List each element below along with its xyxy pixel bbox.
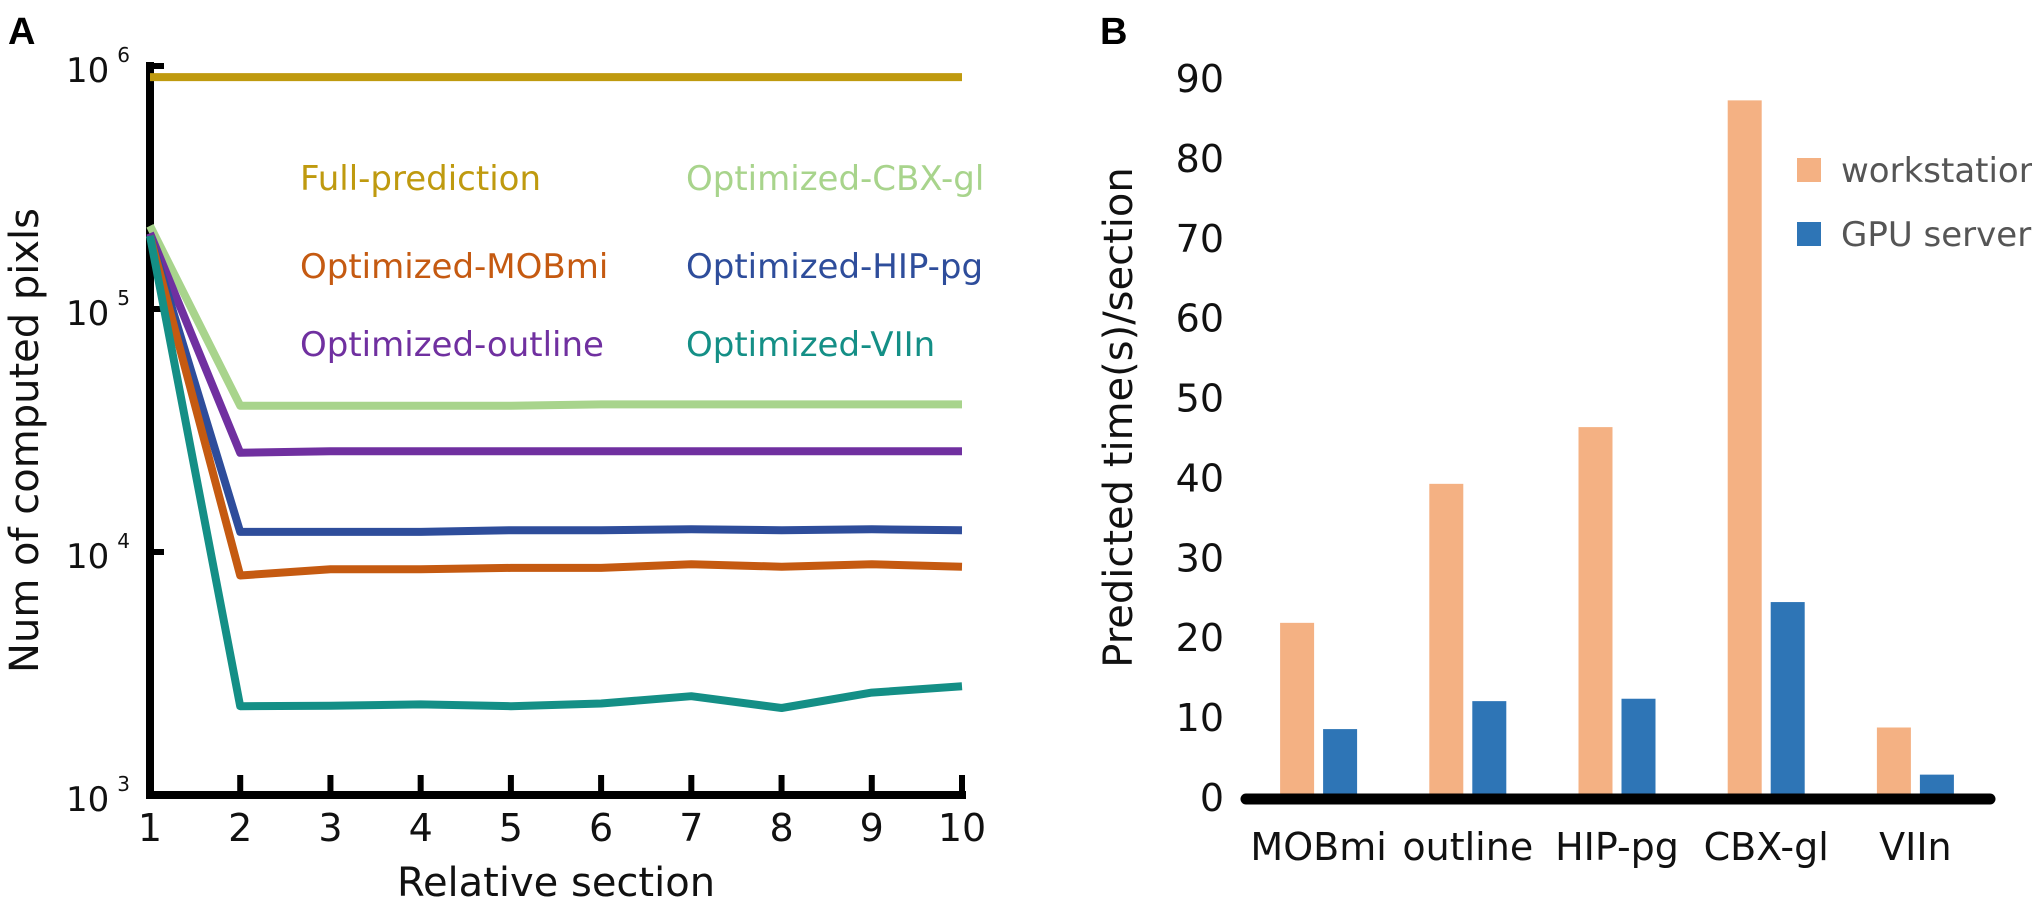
y-tick-label-b: 20 [1176, 616, 1224, 660]
bar-gpu-server [1919, 774, 1954, 797]
x-tick-label-a: 8 [769, 806, 793, 850]
x-tick-label-a: 1 [138, 806, 162, 850]
legend-swatch-b [1797, 222, 1821, 246]
y-tick-label-b: 40 [1176, 456, 1224, 500]
x-tick-label-a: 6 [589, 806, 613, 850]
y-tick-label-b: 0 [1200, 776, 1224, 820]
bar-workstation [1727, 100, 1762, 797]
y-axis-label-b: Predicted time(s)/section [1096, 167, 1142, 667]
legend-entry-a: Optimized-VIIn [686, 325, 935, 365]
legend-entry-a: Optimized-outline [300, 325, 604, 365]
panel-a-label: A [8, 11, 35, 53]
y-tick-label-b: 50 [1176, 377, 1224, 421]
legend-label-b: workstation [1841, 151, 2032, 191]
legend-label-b: GPU server [1841, 215, 2031, 255]
y-tick-label-b: 90 [1176, 57, 1224, 101]
bar-workstation [1429, 483, 1464, 797]
bar-workstation [1876, 727, 1911, 797]
y-tick-label-a: 10 4 [66, 529, 130, 577]
x-axis-label-a: Relative section [397, 860, 715, 906]
bar-gpu-server [1770, 602, 1805, 797]
x-tick-label-a: 3 [318, 806, 342, 850]
x-tick-label-a: 10 [938, 806, 986, 850]
x-tick-label-a: 7 [679, 806, 703, 850]
bar-workstation [1578, 427, 1613, 797]
y-tick-label-a: 10 5 [66, 286, 130, 334]
x-tick-label-a: 5 [499, 806, 523, 850]
series-line [146, 224, 962, 410]
bar-gpu-server [1621, 698, 1656, 797]
x-tick-label-a: 4 [409, 806, 433, 850]
y-axis-label-a: Num of computed pixls [2, 208, 48, 673]
x-tick-label-a: 9 [860, 806, 884, 850]
legend-entry-a: Optimized-MOBmi [300, 247, 608, 287]
legend-swatch-b [1797, 158, 1821, 182]
bar-chart-panel-b: 0 10 20 30 40 50 60 70 80 90 MOBmi outline HIP-pg CBX… [1096, 57, 2032, 869]
x-tick-label-b: HIP-pg [1555, 825, 1679, 869]
x-tick-label-b: outline [1402, 825, 1533, 869]
legend-entry-a: Optimized-CBX-gl [686, 159, 984, 199]
y-tick-label-a: 10 3 [66, 772, 130, 820]
legend-entry-a: Full-prediction [300, 159, 541, 199]
legend-entry-a: Optimized-HIP-pg [686, 247, 983, 287]
y-tick-label-a: 10 6 [66, 43, 130, 91]
series-line [146, 234, 963, 580]
bar-gpu-server [1472, 701, 1507, 797]
bar-workstation [1280, 622, 1315, 797]
series-line [146, 235, 963, 712]
y-tick-label-b: 10 [1176, 696, 1224, 740]
x-tick-label-b: MOBmi [1250, 825, 1386, 869]
y-tick-label-b: 70 [1176, 217, 1224, 261]
y-tick-label-b: 60 [1176, 297, 1224, 341]
series-line [146, 234, 963, 536]
y-tick-label-b: 80 [1176, 137, 1224, 181]
x-tick-label-b: CBX-gl [1704, 825, 1829, 869]
panel-b-label: B [1100, 11, 1127, 53]
x-tick-label-a: 2 [228, 806, 252, 850]
series-line [146, 231, 962, 457]
x-tick-label-b: VIIn [1879, 825, 1952, 869]
y-tick-label-b: 30 [1176, 536, 1224, 580]
bar-gpu-server [1323, 729, 1358, 797]
